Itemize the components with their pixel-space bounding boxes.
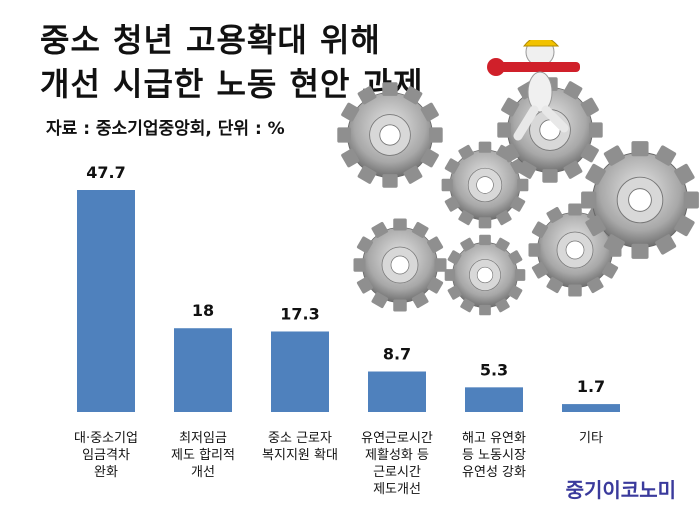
chart-title: 중소 청년 고용확대 위해 개선 시급한 노동 현안 과제 [40, 18, 423, 106]
data-label-3: 8.7 [383, 345, 411, 364]
gears-illustration-icon [336, 40, 700, 316]
bar-0 [77, 190, 135, 412]
category-label-3: 유연근로시간 제활성화 등 근로시간 제도개선 [361, 431, 433, 497]
source-note: 자료 : 중소기업중앙회, 단위 : % [46, 119, 285, 139]
category-label-1: 최저임금 제도 합리적 개선 [171, 431, 235, 480]
title-line-1: 중소 청년 고용확대 위해 [40, 21, 381, 59]
bar-3 [368, 371, 426, 412]
data-label-2: 17.3 [280, 304, 319, 323]
category-label-0: 대·중소기업 임금격차 완화 [74, 431, 138, 480]
category-label-2: 중소 근로자 복지지원 확대 [262, 431, 338, 463]
brand-logo: 중기이코노미 [565, 478, 676, 502]
data-label-4: 5.3 [480, 360, 508, 379]
category-label-4: 해고 유연화 등 노동시장 유연성 강화 [462, 431, 526, 480]
data-label-5: 1.7 [577, 377, 605, 396]
worker-figure-icon [487, 40, 580, 141]
bar-4 [465, 387, 523, 412]
bar-2 [271, 331, 329, 412]
category-label-5: 기타 [579, 431, 603, 446]
data-label-0: 47.7 [86, 163, 125, 182]
data-label-1: 18 [192, 301, 214, 320]
title-line-2: 개선 시급한 노동 현안 과제 [40, 65, 424, 103]
bar-5 [562, 404, 620, 412]
bar-1 [174, 328, 232, 412]
